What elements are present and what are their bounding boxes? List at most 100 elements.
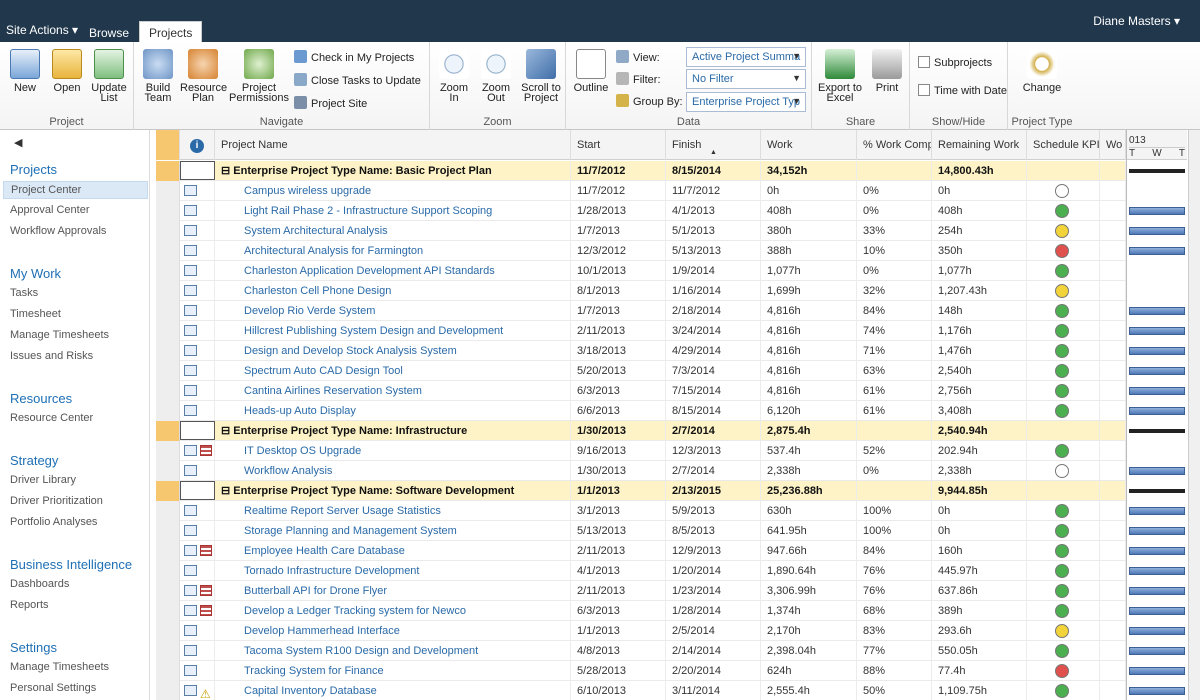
- gantt-bar[interactable]: [1129, 587, 1185, 595]
- site-actions-menu[interactable]: Site Actions ▾: [6, 23, 79, 37]
- table-row[interactable]: Tornado Infrastructure Development 4/1/20…: [156, 561, 1126, 581]
- row-selector[interactable]: [156, 541, 180, 561]
- project-icon[interactable]: [184, 645, 197, 656]
- gantt-summary-bar[interactable]: [1129, 169, 1185, 173]
- project-icon[interactable]: [184, 305, 197, 316]
- project-icon[interactable]: [184, 625, 197, 636]
- cell-name[interactable]: Realtime Report Server Usage Statistics: [215, 501, 571, 521]
- nav-item[interactable]: Dashboards: [10, 578, 70, 590]
- row-selector[interactable]: [156, 641, 180, 661]
- cell-name[interactable]: Employee Health Care Database: [215, 541, 571, 561]
- gantt-bar[interactable]: [1129, 407, 1185, 415]
- subprojects-checkbox[interactable]: Subprojects: [918, 56, 992, 69]
- gantt-bar[interactable]: [1129, 327, 1185, 335]
- table-row[interactable]: Charleston Application Development API S…: [156, 261, 1126, 281]
- table-row[interactable]: Tracking System for Finance 5/28/2013 2/20…: [156, 661, 1126, 681]
- cell-name[interactable]: Hillcrest Publishing System Design and D…: [215, 321, 571, 341]
- cell-name[interactable]: Develop a Ledger Tracking system for New…: [215, 601, 571, 621]
- column-header-schedule-kpi[interactable]: Schedule KPI: [1027, 130, 1100, 160]
- project-icon[interactable]: [184, 385, 197, 396]
- row-selector[interactable]: [156, 281, 180, 301]
- nav-item[interactable]: Personal Settings: [10, 682, 97, 694]
- table-row[interactable]: Butterball API for Drone Flyer 2/11/2013 1…: [156, 581, 1126, 601]
- project-icon[interactable]: [184, 565, 197, 576]
- row-selector[interactable]: [156, 361, 180, 381]
- row-selector[interactable]: [156, 681, 180, 700]
- table-row[interactable]: Architectural Analysis for Farmington 12/…: [156, 241, 1126, 261]
- group-by-dropdown[interactable]: Enterprise Project Typ ▼: [686, 92, 806, 112]
- resource-plan-button[interactable]: Resource Plan: [180, 46, 227, 104]
- nav-section-heading[interactable]: Strategy: [10, 453, 59, 468]
- project-icon[interactable]: [184, 445, 197, 456]
- column-header-work-extra[interactable]: Wo: [1100, 130, 1126, 160]
- cell-name[interactable]: Tornado Infrastructure Development: [215, 561, 571, 581]
- nav-item[interactable]: Tasks: [10, 287, 39, 299]
- gantt-bar[interactable]: [1129, 347, 1185, 355]
- scroll-to-project-button[interactable]: Scroll to Project: [518, 46, 564, 104]
- row-selector[interactable]: [156, 241, 180, 261]
- table-row[interactable]: Light Rail Phase 2 - Infrastructure Supp…: [156, 201, 1126, 221]
- gantt-summary-bar[interactable]: [1129, 429, 1185, 433]
- nav-item[interactable]: Workflow Approvals: [10, 225, 107, 237]
- table-row[interactable]: Develop Rio Verde System 1/7/2013 2/18/201…: [156, 301, 1126, 321]
- table-row[interactable]: Campus wireless upgrade 11/7/2012 11/7/201…: [156, 181, 1126, 201]
- project-icon[interactable]: [184, 545, 197, 556]
- gantt-bar[interactable]: [1129, 387, 1185, 395]
- cell-name[interactable]: IT Desktop OS Upgrade: [215, 441, 571, 461]
- export-to-excel-button[interactable]: Export to Excel: [816, 46, 864, 104]
- build-team-button[interactable]: Build Team: [138, 46, 178, 104]
- group-row[interactable]: ⊟ Enterprise Project Type Name: Software…: [156, 481, 1126, 501]
- gantt-bar[interactable]: [1129, 647, 1185, 655]
- project-icon[interactable]: [184, 325, 197, 336]
- nav-section-heading[interactable]: Settings: [10, 640, 57, 655]
- print-button[interactable]: Print: [868, 46, 906, 94]
- table-row[interactable]: Develop Hammerhead Interface 1/1/2013 2/5/…: [156, 621, 1126, 641]
- table-row[interactable]: System Architectural Analysis 1/7/2013 5/1…: [156, 221, 1126, 241]
- cell-name[interactable]: Heads-up Auto Display: [215, 401, 571, 421]
- row-selector[interactable]: [156, 561, 180, 581]
- check-in-button[interactable]: Check in My Projects: [294, 50, 414, 64]
- gantt-summary-bar[interactable]: [1129, 489, 1185, 493]
- cell-name[interactable]: Capital Inventory Database: [215, 681, 571, 700]
- cell-name[interactable]: Light Rail Phase 2 - Infrastructure Supp…: [215, 201, 571, 221]
- project-icon[interactable]: [184, 465, 197, 476]
- column-header-project-name[interactable]: Project Name: [215, 130, 571, 160]
- gantt-bar[interactable]: [1129, 567, 1185, 575]
- table-row[interactable]: Design and Develop Stock Analysis System…: [156, 341, 1126, 361]
- table-row[interactable]: Hillcrest Publishing System Design and D…: [156, 321, 1126, 341]
- change-button[interactable]: Change: [1018, 46, 1066, 94]
- gantt-bar[interactable]: [1129, 667, 1185, 675]
- table-row[interactable]: Heads-up Auto Display 6/6/2013 8/15/2014 6,…: [156, 401, 1126, 421]
- project-icon[interactable]: [184, 505, 197, 516]
- nav-section-heading[interactable]: Projects: [10, 162, 57, 177]
- project-icon[interactable]: [184, 205, 197, 216]
- project-icon[interactable]: [184, 605, 197, 616]
- project-permissions-button[interactable]: Project Permissions: [228, 46, 290, 104]
- row-selector[interactable]: [156, 261, 180, 281]
- project-icon[interactable]: [184, 245, 197, 256]
- cell-name[interactable]: Charleston Cell Phone Design: [215, 281, 571, 301]
- table-row[interactable]: Workflow Analysis 1/30/2013 2/7/2014 2,338h…: [156, 461, 1126, 481]
- cell-name[interactable]: Storage Planning and Management System: [215, 521, 571, 541]
- project-icon[interactable]: [184, 365, 197, 376]
- nav-item[interactable]: Portfolio Analyses: [10, 516, 98, 528]
- row-selector[interactable]: [156, 481, 180, 501]
- group-row[interactable]: ⊟ Enterprise Project Type Name: Basic Pr…: [156, 161, 1126, 181]
- table-row[interactable]: Employee Health Care Database 2/11/2013 12…: [156, 541, 1126, 561]
- collapse-group-icon[interactable]: ⊟: [221, 165, 234, 177]
- row-selector[interactable]: [156, 301, 180, 321]
- gantt-bar[interactable]: [1129, 547, 1185, 555]
- user-menu[interactable]: Diane Masters ▾: [1093, 14, 1180, 28]
- table-row[interactable]: IT Desktop OS Upgrade 9/16/2013 12/3/2013 5…: [156, 441, 1126, 461]
- cell-name[interactable]: Develop Hammerhead Interface: [215, 621, 571, 641]
- cell-name[interactable]: Tacoma System R100 Design and Developmen…: [215, 641, 571, 661]
- column-header-start[interactable]: Start: [571, 130, 666, 160]
- column-header-work[interactable]: Work: [761, 130, 857, 160]
- row-selector[interactable]: [156, 381, 180, 401]
- nav-item[interactable]: Driver Prioritization: [10, 495, 103, 507]
- row-selector[interactable]: [156, 581, 180, 601]
- cell-name[interactable]: Develop Rio Verde System: [215, 301, 571, 321]
- row-selector[interactable]: [156, 521, 180, 541]
- row-selector[interactable]: [156, 321, 180, 341]
- nav-item[interactable]: Project Center: [3, 181, 148, 199]
